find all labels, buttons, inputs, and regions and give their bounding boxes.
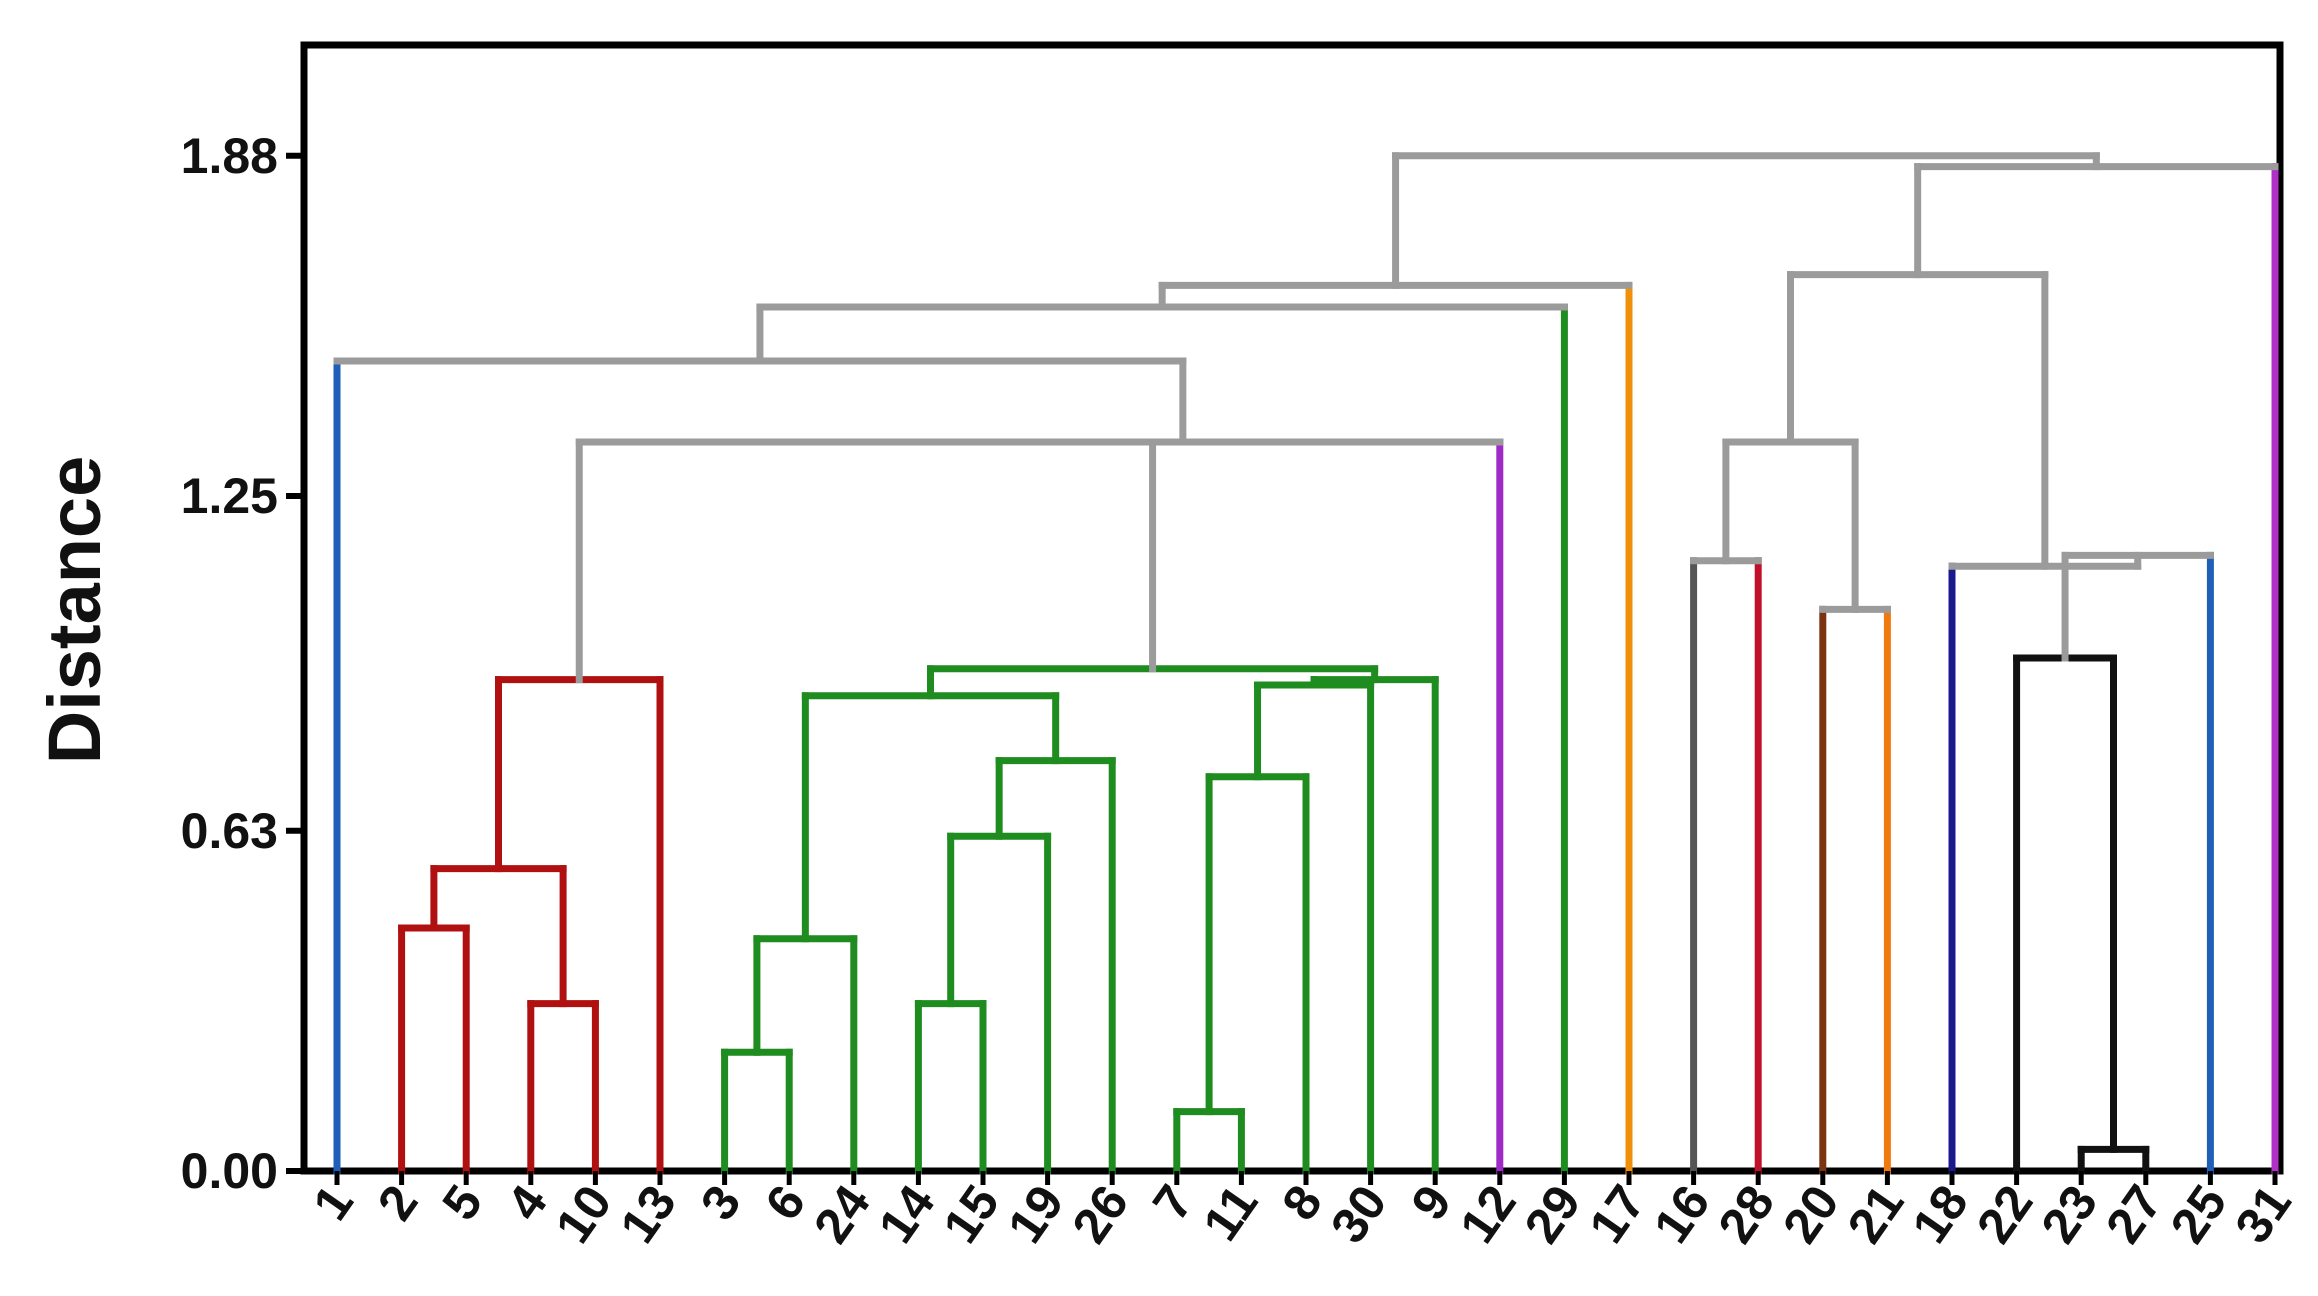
y-axis-ticks: 0.00 0.63 1.25 1.88: [181, 128, 304, 1199]
leaf-label: 1: [302, 1175, 364, 1230]
leaf-label: 18: [1901, 1175, 1979, 1253]
leaf-label: 15: [932, 1175, 1010, 1253]
leaf-label: 30: [1320, 1175, 1398, 1253]
leaf-label: 19: [997, 1175, 1075, 1253]
leaf-label: 21: [1837, 1175, 1915, 1253]
leaf-label: 28: [1707, 1175, 1785, 1253]
leaf-label: 13: [609, 1175, 687, 1253]
leaf-label: 31: [2224, 1175, 2302, 1253]
leaf-label: 24: [803, 1175, 881, 1253]
leaf-label: 25: [2160, 1175, 2238, 1253]
leaf-label: 29: [1514, 1175, 1592, 1253]
leaf-label: 17: [1578, 1175, 1656, 1253]
leaf-label: 20: [1772, 1175, 1850, 1253]
leaf-label: 23: [2030, 1175, 2108, 1253]
leaf-label: 22: [1966, 1175, 2044, 1253]
y-tick-label: 1.88: [181, 128, 278, 184]
leaf-label: 3: [690, 1175, 752, 1230]
leaf-label: 5: [431, 1175, 493, 1230]
leaf-label: 11: [1192, 1175, 1268, 1250]
leaf-label: 14: [868, 1175, 946, 1253]
leaf-label: 26: [1061, 1175, 1139, 1253]
leaf-label: 12: [1449, 1175, 1527, 1253]
plot-frame: [300, 41, 2284, 1175]
y-tick-label: 0.63: [181, 803, 278, 859]
dendrogram-links: [333, 152, 2279, 1175]
leaf-label: 2: [367, 1175, 429, 1230]
y-axis-title: Distance: [33, 456, 116, 764]
leaf-label: 10: [545, 1175, 623, 1253]
y-tick-label: 1.25: [181, 468, 278, 524]
leaf-label: 16: [1643, 1175, 1721, 1253]
leaf-label: 27: [2095, 1175, 2173, 1253]
y-tick-label: 0.00: [181, 1143, 278, 1199]
leaf-label: 7: [1142, 1175, 1204, 1230]
